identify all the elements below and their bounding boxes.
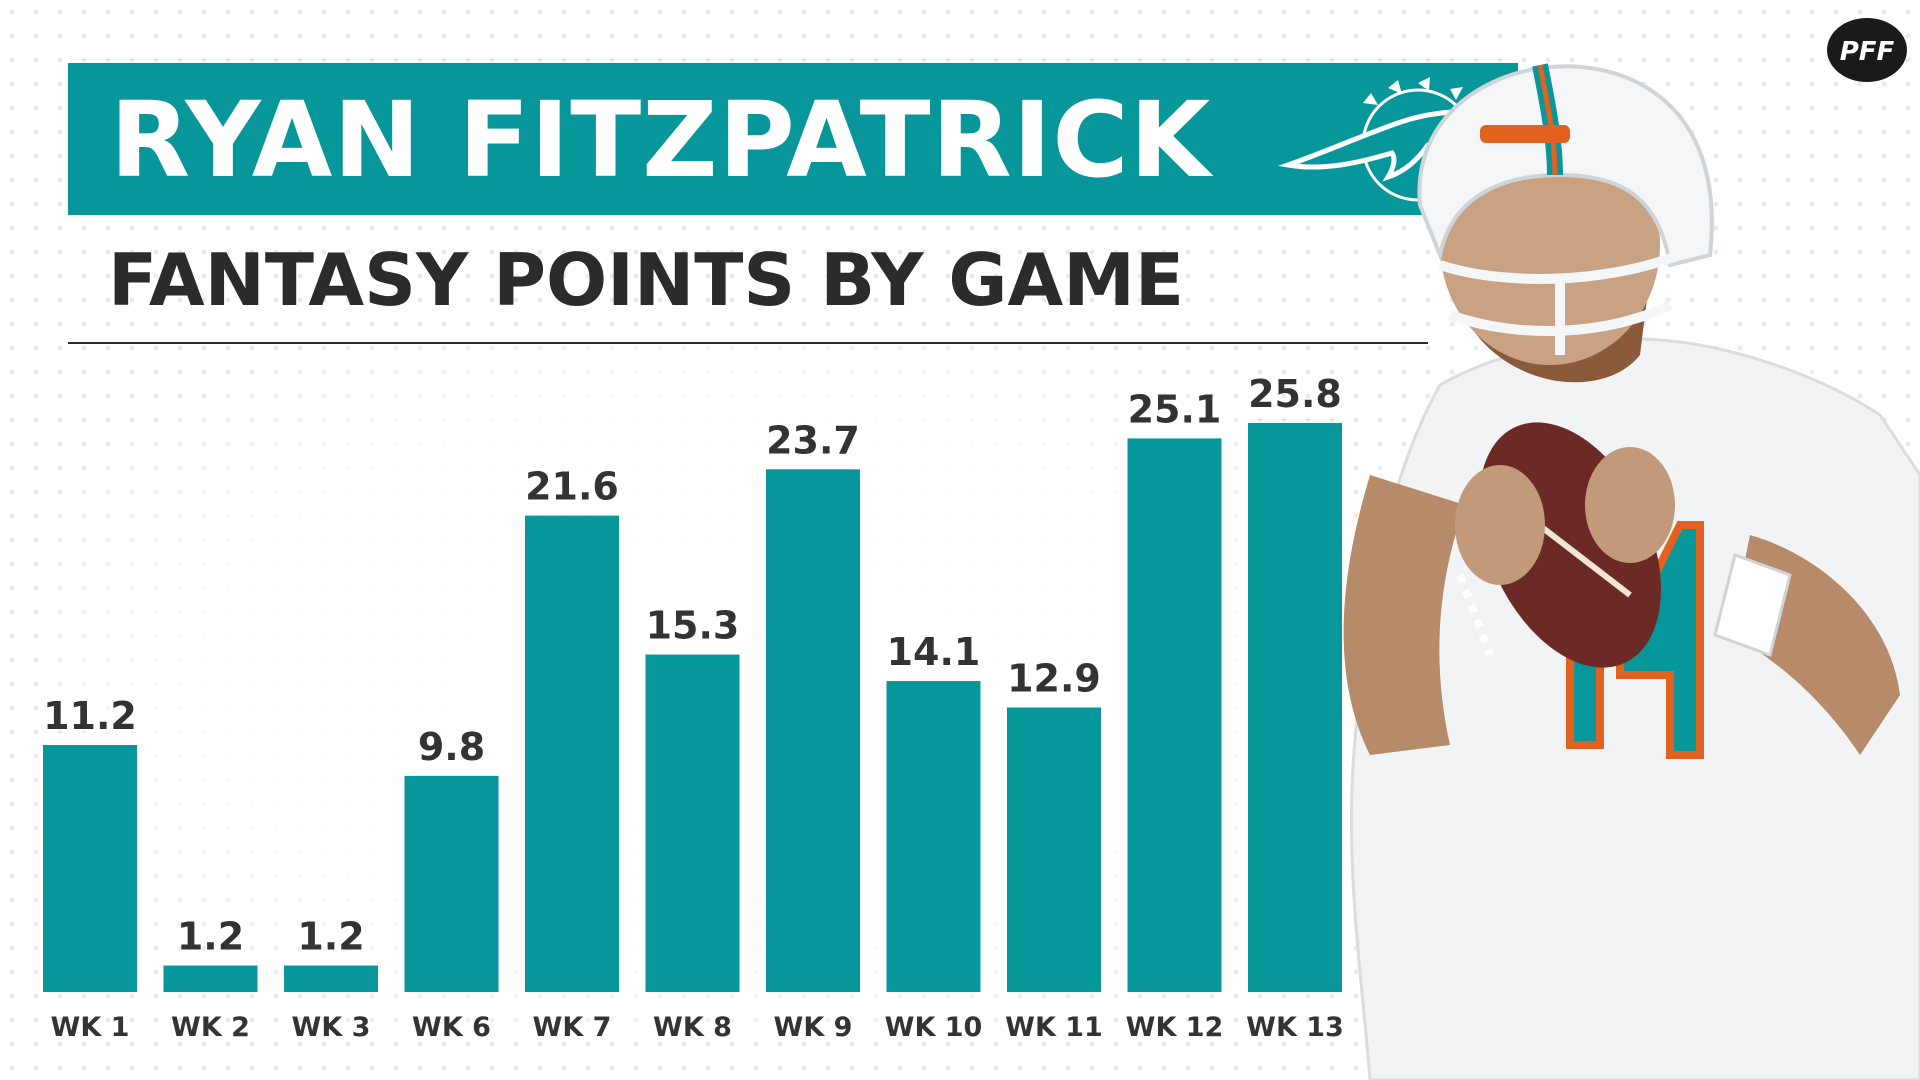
bar-value-label: 15.3 bbox=[646, 604, 740, 648]
bar-wk-11 bbox=[1007, 707, 1101, 992]
bar-wk-7 bbox=[525, 515, 619, 992]
x-tick-label: WK 12 bbox=[1126, 1012, 1224, 1043]
x-tick-label: WK 13 bbox=[1246, 1012, 1344, 1043]
x-tick-label: WK 9 bbox=[774, 1012, 853, 1043]
bar-value-label: 25.8 bbox=[1248, 372, 1342, 416]
pff-logo-text: PFF bbox=[1840, 37, 1895, 67]
x-tick-label: WK 11 bbox=[1005, 1012, 1103, 1043]
chart-subtitle: FANTASY POINTS BY GAME bbox=[108, 238, 1185, 322]
x-tick-label: WK 2 bbox=[171, 1012, 250, 1043]
bar-wk-2 bbox=[163, 965, 258, 992]
bar-value-label: 11.2 bbox=[43, 694, 137, 738]
pff-logo-icon: PFF bbox=[1827, 18, 1907, 82]
x-tick-label: WK 6 bbox=[412, 1012, 491, 1043]
player-photo bbox=[1343, 63, 1920, 1080]
bar-wk-3 bbox=[284, 965, 378, 992]
bar-value-label: 12.9 bbox=[1007, 657, 1101, 701]
bar-value-label: 9.8 bbox=[418, 725, 485, 769]
bar-wk-6 bbox=[404, 775, 499, 992]
x-tick-label: WK 7 bbox=[533, 1012, 612, 1043]
title-divider bbox=[68, 342, 1428, 344]
x-tick-label: WK 8 bbox=[653, 1012, 732, 1043]
bar-wk-12 bbox=[1127, 438, 1222, 992]
bar-value-label: 23.7 bbox=[766, 418, 860, 462]
title-banner bbox=[68, 63, 1518, 215]
bars-layer bbox=[43, 423, 1342, 992]
bar-value-label: 1.2 bbox=[177, 915, 244, 959]
bar-wk-1 bbox=[43, 744, 137, 992]
x-tick-label: WK 1 bbox=[51, 1012, 130, 1043]
player-name-title: RYAN FITZPATRICK bbox=[110, 79, 1212, 201]
value-labels-layer: 11.2 1.2 1.2 9.8 21.6 15.3 23.7 14.1 12.9 25.1 25.… bbox=[43, 372, 1342, 959]
bar-value-label: 21.6 bbox=[525, 465, 619, 509]
bar-value-label: 14.1 bbox=[887, 630, 981, 674]
bar-wk-10 bbox=[886, 681, 981, 992]
bar-wk-9 bbox=[766, 469, 860, 992]
bar-value-label: 1.2 bbox=[297, 915, 364, 959]
x-tick-labels-layer: WK 1 WK 2 WK 3 WK 6 WK 7 WK 8 WK 9 WK 10 WK 11 WK… bbox=[51, 1012, 1344, 1043]
x-tick-label: WK 10 bbox=[885, 1012, 983, 1043]
bar-wk-13 bbox=[1248, 423, 1342, 992]
bar-wk-8 bbox=[645, 654, 740, 992]
bar-value-label: 25.1 bbox=[1128, 387, 1222, 431]
x-tick-label: WK 3 bbox=[292, 1012, 371, 1043]
